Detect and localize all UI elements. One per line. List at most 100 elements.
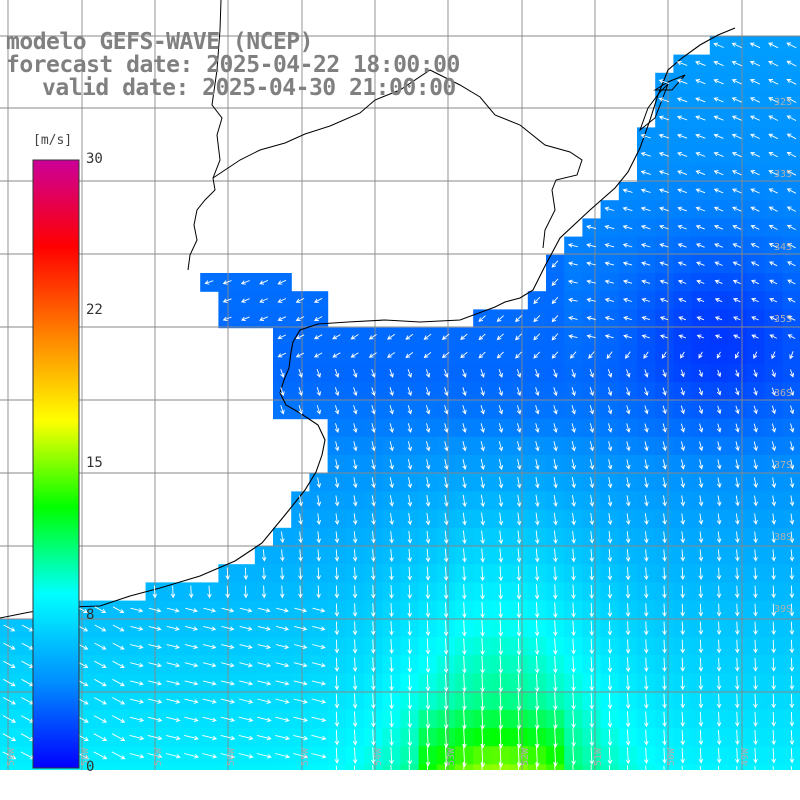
wind-arrow [280,405,285,415]
wind-cell [709,764,729,770]
wind-arrow [129,698,144,704]
wind-arrow [295,297,305,303]
wind-arrow [680,351,685,359]
wind-arrow [389,674,394,691]
wind-arrow [311,753,327,759]
wind-arrow [567,261,578,266]
wind-cell [418,764,438,770]
wind-arrow [462,512,467,526]
wind-arrow [658,151,670,157]
wind-arrow [695,79,706,85]
wind-arrow [678,316,687,321]
wind-arrow [352,513,358,526]
wind-arrow [166,698,181,704]
wind-arrow [112,697,126,705]
wind-arrow [257,772,271,777]
wind-arrow [753,585,758,599]
wind-arrow [259,279,268,285]
wind-arrow [731,97,742,103]
wind-arrow [625,567,631,581]
wind-arrow [789,549,795,562]
wind-arrow [753,711,758,727]
wind-arrow [280,531,285,544]
wind-arrow [714,261,723,266]
wind-arrow [298,531,303,544]
wind-arrow [222,280,232,285]
lon-label: 55W [300,747,311,766]
wind-arrow [295,334,305,340]
wind-arrow [389,477,394,489]
wind-arrow [478,315,486,322]
wind-arrow [586,315,596,321]
wind-arrow [568,334,578,339]
wind-arrow [498,494,504,508]
wind-arrow [753,441,758,452]
wind-arrow [713,42,724,48]
wind-arrow [256,753,272,759]
wind-arrow [111,769,113,770]
wind-arrow [352,747,358,764]
wind-arrow [662,477,667,489]
wind-arrow [604,261,615,266]
wind-arrow [607,567,613,581]
wind-arrow [696,298,705,303]
wind-arrow [481,761,483,770]
wind-arrow [498,602,504,619]
wind-arrow [571,548,576,563]
lat-label: 39S [774,604,792,615]
wind-arrow [554,762,556,770]
wind-arrow [112,606,125,614]
wind-arrow [716,603,722,617]
wind-cell [782,418,800,438]
wind-arrow [516,673,522,693]
lon-label: 58W [80,747,91,766]
wind-arrow [732,261,741,266]
wind-arrow [644,477,649,489]
wind-arrow [768,151,779,158]
wind-arrow [771,675,777,691]
wind-arrow [389,621,394,636]
wind-arrow [735,747,740,764]
wind-arrow [695,243,705,248]
wind-arrow [441,333,450,341]
wind-arrow [316,495,322,507]
coastline-path [0,27,736,619]
wind-arrow [571,566,576,581]
wind-arrow [677,151,688,157]
wind-cell [109,764,128,770]
wind-arrow [480,512,486,526]
wind-arrow [390,764,392,770]
wind-arrow [480,458,485,471]
wind-arrow [753,459,758,470]
wind-arrow [221,607,235,613]
wind-arrow [789,675,795,691]
wind-arrow [425,423,431,434]
wind-arrow [257,662,272,668]
wind-arrow [387,352,396,358]
wind-arrow [640,152,651,157]
wind-arrow [553,441,558,452]
wind-arrow [698,621,704,636]
wind-arrow [732,224,742,230]
wind-arrow [716,639,722,654]
wind-arrow [425,369,431,378]
wind-arrow [607,621,613,636]
wind-arrow [316,531,322,544]
wind-arrow [295,352,305,358]
wind-arrow [735,549,740,562]
wind-arrow [750,261,760,267]
wind-arrow [93,733,108,741]
wind-arrow [407,710,413,729]
wind-arrow [589,423,595,434]
wind-arrow [443,405,449,415]
wind-arrow [313,316,323,321]
wind-arrow [371,531,376,544]
wind-arrow [553,692,558,711]
wind-arrow [680,567,686,581]
wind-arrow [787,297,796,303]
wind-arrow [534,602,540,619]
wind-arrow [279,585,285,599]
wind-arrow [389,423,394,434]
wind-arrow [787,261,796,267]
wind-arrow [389,585,394,599]
